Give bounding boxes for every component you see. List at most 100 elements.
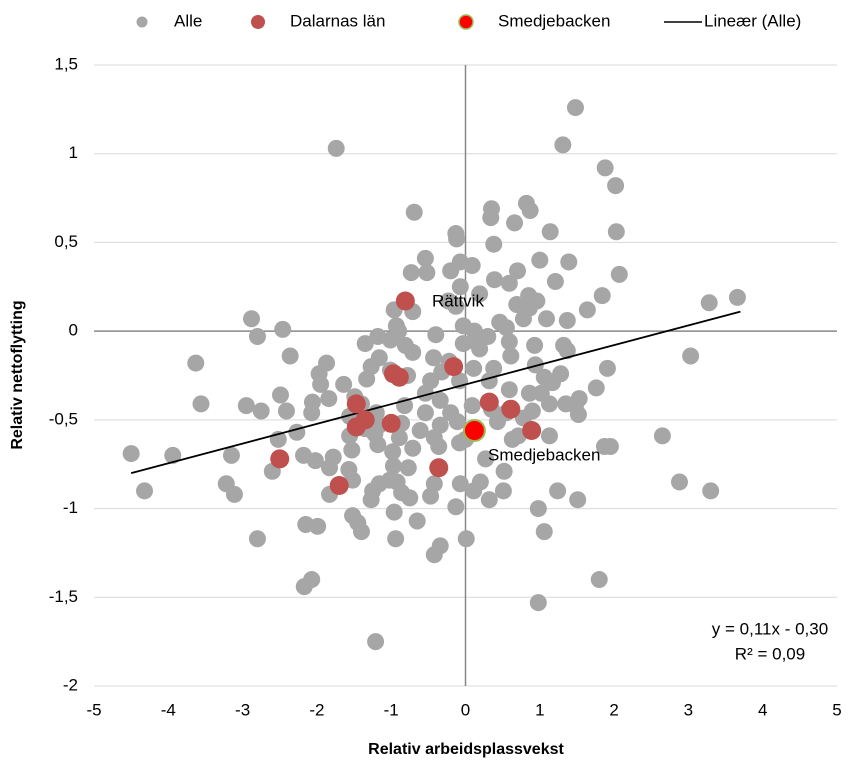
point: [535, 523, 553, 541]
point: [471, 473, 489, 491]
point: [395, 291, 415, 311]
point: [346, 394, 366, 414]
point: [309, 517, 327, 535]
point: [471, 285, 489, 303]
x-tick-label: 1: [535, 700, 544, 719]
x-tick-label: 5: [832, 700, 841, 719]
point: [520, 384, 538, 402]
point: [558, 342, 576, 360]
point: [593, 287, 611, 305]
point: [387, 530, 405, 548]
point: [252, 402, 270, 420]
point: [248, 327, 266, 345]
point: [306, 452, 324, 470]
point: [541, 223, 559, 241]
point: [590, 571, 608, 589]
x-tick-label: 2: [609, 700, 618, 719]
y-tick-label: -1: [63, 498, 78, 517]
point: [607, 177, 625, 195]
point: [401, 489, 419, 507]
point: [540, 395, 558, 413]
point: [271, 386, 289, 404]
annotation: Smedjebacken: [488, 445, 600, 464]
point: [552, 365, 570, 383]
point: [670, 473, 688, 491]
point: [312, 375, 330, 393]
point: [327, 139, 345, 157]
point: [404, 343, 422, 361]
legend-label: Lineær (Alle): [704, 11, 801, 30]
point: [549, 482, 567, 500]
point: [531, 251, 549, 269]
point: [416, 249, 434, 267]
point: [500, 381, 518, 399]
point: [270, 449, 290, 469]
point: [381, 331, 399, 349]
point: [529, 594, 547, 612]
point: [728, 288, 746, 306]
point: [427, 326, 445, 344]
point: [477, 450, 495, 468]
point: [480, 491, 498, 509]
x-tick-label: -2: [309, 700, 324, 719]
point: [164, 446, 182, 464]
x-axis-title: Relativ arbeidsplassvekst: [368, 741, 564, 758]
point: [384, 443, 402, 461]
point: [335, 375, 353, 393]
point: [506, 214, 524, 232]
point: [610, 265, 628, 283]
point: [485, 235, 503, 253]
point: [457, 530, 475, 548]
point: [502, 347, 520, 365]
point: [500, 274, 518, 292]
point: [447, 498, 465, 516]
point: [390, 429, 408, 447]
point: [281, 347, 299, 365]
point: [425, 349, 443, 367]
point: [554, 136, 572, 154]
point: [425, 546, 443, 564]
point: [416, 404, 434, 422]
point: [587, 379, 605, 397]
point: [439, 292, 457, 310]
y-tick-label: 1: [69, 143, 78, 162]
point: [416, 384, 434, 402]
point: [288, 423, 306, 441]
point: [192, 395, 210, 413]
point: [442, 262, 460, 280]
point: [346, 417, 366, 437]
point: [529, 500, 547, 518]
point: [465, 359, 483, 377]
legend-marker: [251, 15, 265, 29]
point: [546, 272, 564, 290]
point: [422, 487, 440, 505]
point: [521, 201, 539, 219]
point: [509, 262, 527, 280]
point: [274, 320, 292, 338]
point: [243, 310, 261, 328]
point: [494, 482, 512, 500]
point: [569, 406, 587, 424]
point: [381, 413, 401, 433]
x-tick-label: -1: [384, 700, 399, 719]
point: [225, 485, 243, 503]
point: [237, 397, 255, 415]
point: [385, 503, 403, 521]
point: [444, 357, 464, 377]
point: [526, 356, 544, 374]
point: [402, 264, 420, 282]
x-tick-label: -4: [161, 700, 176, 719]
point: [702, 482, 720, 500]
point: [321, 459, 339, 477]
point: [187, 354, 205, 372]
point: [471, 340, 489, 358]
point: [479, 392, 499, 412]
y-tick-label: 1,5: [54, 54, 78, 73]
point: [277, 402, 295, 420]
point: [598, 359, 616, 377]
point: [136, 482, 154, 500]
x-tick-label: 4: [758, 700, 767, 719]
annotation: y = 0,11x - 0,30: [712, 619, 828, 638]
point: [248, 530, 266, 548]
